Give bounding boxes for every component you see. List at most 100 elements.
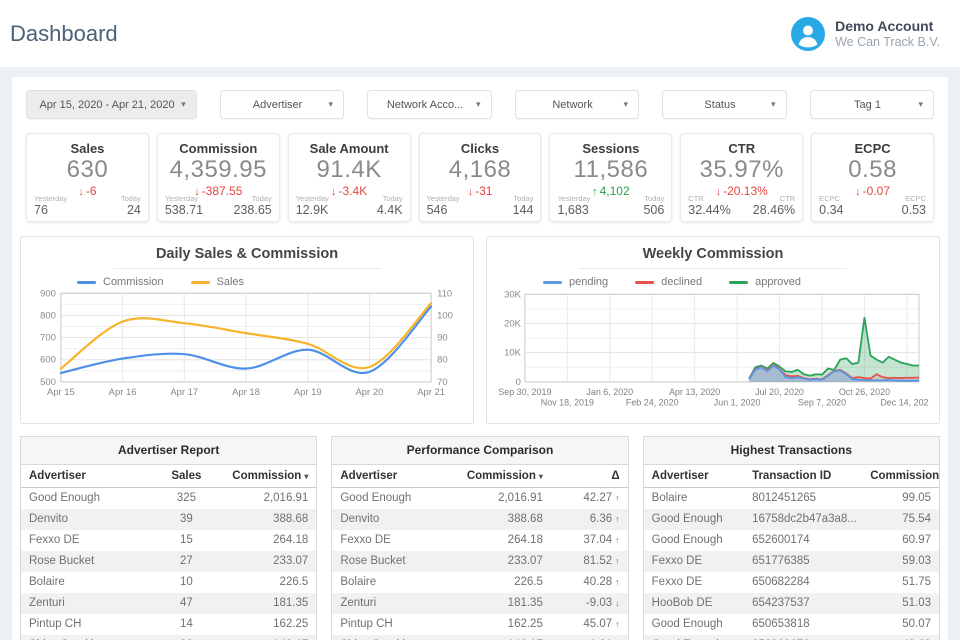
kpi-delta: ↓ -31 [426, 184, 535, 198]
delta-value: 40.28 [583, 576, 613, 588]
kpi-title: Clicks [460, 141, 500, 156]
svg-text:Apr 21: Apr 21 [417, 387, 445, 398]
filter-tag[interactable]: Tag 1 ▾ [809, 90, 935, 119]
kpi-corner-label: Yesterday [295, 194, 329, 203]
kpi-corner-label: Today [120, 194, 141, 203]
arrow-up-icon: ↑ [615, 535, 620, 545]
table-row[interactable]: Bolaire 10 226.5 [21, 572, 316, 593]
column-header-transaction-id[interactable]: Transaction ID [744, 465, 863, 488]
svg-text:Dec 14, 2020: Dec 14, 2020 [880, 398, 929, 408]
filter-label: Status [704, 98, 736, 111]
table-row[interactable]: Pintup CH 162.25 45.07 ↑ [332, 614, 627, 635]
column-header-[interactable]: Δ [550, 465, 628, 488]
table-row[interactable]: Shiny Sparkle149.17-1.31↓ [332, 635, 628, 640]
table-row[interactable]: Fexxo DE 650682284 51.75 [644, 572, 939, 593]
table-cell: -9.03 ↓ [551, 593, 628, 614]
user-avatar-icon [791, 16, 826, 51]
kpi-value: 0.58 [848, 156, 897, 183]
column-header-commission[interactable]: Commission▾ [862, 465, 939, 488]
table-cell: 47 [179, 597, 193, 609]
table-cell: Zenturi [29, 597, 65, 609]
delta-value: -9.03 [585, 597, 613, 609]
kpi-today: Today 506 [643, 194, 664, 217]
filter-network[interactable]: Network ▾ [514, 90, 640, 119]
svg-text:70: 70 [437, 377, 448, 388]
table-cell: 75.54 [902, 513, 931, 525]
chart-legend: Commission Sales [77, 276, 463, 288]
table-row[interactable]: Fexxo DE 651776385 59.03 [643, 551, 939, 572]
filter-advertiser[interactable]: Advertiser ▾ [219, 90, 345, 119]
column-header-advertiser[interactable]: Advertiser [332, 465, 451, 488]
table-cell: HooBob DE [651, 597, 713, 609]
chart-legend: pending declined approved [543, 276, 929, 288]
kpi-corner-value: 144 [512, 203, 534, 217]
table-row[interactable]: Rose Bucket 27 233.07 [21, 551, 317, 572]
account-info: Demo Account We Can Track B.V. [835, 18, 940, 49]
table-cell: 39 [179, 513, 193, 525]
table-row[interactable]: Good Enough 652600174 60.97 [644, 530, 939, 551]
table-cell: 60.97 [902, 534, 931, 546]
table-row[interactable]: Good Enough 650653818 50.07 [644, 614, 939, 635]
dashboard-panel: Apr 15, 2020 - Apr 21, 2020 ▾ Advertiser ▾ N… [12, 77, 948, 640]
line-chart: Apr 15 Apr 16 Apr 17 Apr 18 Apr 19 Apr 20 Apr … [40, 290, 453, 398]
table-row[interactable]: Bolaire 8012451265 99.05 [644, 488, 939, 510]
kpi-delta-value: -3.4K [338, 183, 368, 198]
table-cell: 652903676 [744, 635, 862, 640]
table-row[interactable]: Denvito 388.68 6.36 ↑ [332, 509, 628, 530]
column-header-sales[interactable]: Sales [150, 465, 222, 488]
table-cell: Bolaire [651, 492, 688, 504]
table-row[interactable]: Fexxo DE 264.18 37.04 ↑ [332, 530, 627, 551]
column-header-advertiser[interactable]: Advertiser [21, 465, 151, 488]
svg-text:10K: 10K [504, 348, 521, 359]
kpi-card-ecpc: ECPC 0.58 ↓ -0.07 ECPC 0.34 ECPC 0.53 [811, 133, 935, 222]
table-row[interactable]: Bolaire 226.5 40.28 ↑ [332, 572, 627, 593]
kpi-corner-label: Today [513, 194, 534, 203]
daily-sales-commission-chart: Daily Sales & Commission Commission Sales… [20, 236, 474, 424]
table-cell: 233.07 [507, 555, 543, 567]
table-cell: 15 [179, 534, 193, 546]
table-row[interactable]: HooBob DE 654237537 51.03 [643, 593, 939, 614]
column-header-commission[interactable]: Commission▾ [450, 465, 551, 488]
table-cell: 42.27 ↑ [551, 488, 628, 510]
svg-text:600: 600 [40, 355, 56, 366]
table-row[interactable]: Zenturi 47 181.35 [21, 593, 317, 614]
column-header-label: Commission [870, 470, 939, 482]
filter-status[interactable]: Status ▾ [662, 90, 787, 119]
table-row[interactable]: Denvito 39 388.68 [21, 509, 317, 530]
divider [579, 268, 847, 269]
table-row[interactable]: Pintup CH 14 162.25 [21, 614, 316, 635]
kpi-today: Today 238.65 [233, 194, 271, 217]
kpi-card-sessions: Sessions 11,586 ↑ 4,102 Yesterday 1,683 Today 5… [549, 133, 673, 222]
column-header-advertiser[interactable]: Advertiser [643, 465, 745, 488]
legend-item-sales: Sales [190, 276, 244, 288]
table-cell: Denvito [340, 513, 380, 525]
table-row[interactable]: Good Enough 325 2,016.91 [21, 488, 316, 510]
table-cell: 162.25 [507, 618, 543, 630]
table-cell: Pintup CH [29, 618, 82, 630]
kpi-corner-value: 0.53 [901, 203, 927, 217]
table-cell: Pintup CH [340, 618, 393, 630]
delta-value: 37.04 [583, 534, 613, 546]
table-row[interactable]: Good Enough 2,016.91 42.27 ↑ [332, 488, 627, 510]
kpi-corner-label: CTR [688, 194, 704, 203]
table-row[interactable]: Good Enough65290367643.69 [643, 635, 939, 640]
account-menu[interactable]: Demo Account We Can Track B.V. [791, 16, 940, 51]
delta-value: 42.27 [583, 492, 613, 504]
filter-label: Tag 1 [854, 98, 881, 111]
column-header-commission[interactable]: Commission▾ [221, 465, 317, 488]
kpi-row: Sales 630 ↓ -6 Yesterday 76 Today 24 Commission 4… [26, 133, 935, 222]
kpi-title: CTR [728, 141, 756, 156]
svg-text:900: 900 [40, 290, 56, 299]
table-cell: 37.04 ↑ [551, 530, 628, 551]
table-row[interactable]: Good Enough 16758dc2b47a3a8... 75.54 [643, 509, 939, 530]
kpi-card-ctr: CTR 35.97% ↓ -20.13% CTR 32.44% CTR 28.46% [680, 133, 804, 222]
filter-date-range[interactable]: Apr 15, 2020 - Apr 21, 2020 ▾ [26, 90, 197, 119]
filter-network-account[interactable]: Network Acco... ▾ [367, 90, 492, 119]
table-row[interactable]: Zenturi 181.35 -9.03 ↓ [332, 593, 628, 614]
table-row[interactable]: Shiny Sparkle26149.17 [21, 635, 317, 640]
table-row[interactable]: Rose Bucket 233.07 81.52 ↑ [332, 551, 628, 572]
legend-label: Commission [103, 276, 164, 288]
svg-text:Sep 30, 2019: Sep 30, 2019 [498, 387, 551, 397]
table-row[interactable]: Fexxo DE 15 264.18 [21, 530, 316, 551]
